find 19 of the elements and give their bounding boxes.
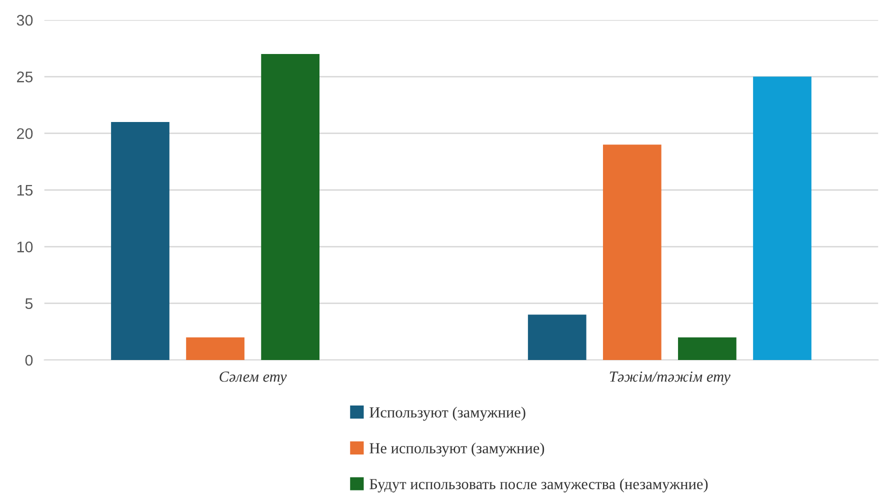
bar bbox=[111, 122, 170, 360]
bar bbox=[261, 54, 320, 360]
y-tick-label: 30 bbox=[16, 14, 33, 26]
bar bbox=[753, 76, 812, 360]
x-tick-label: Тәжім/тәжім ету bbox=[610, 372, 730, 385]
y-tick-label: 15 bbox=[17, 185, 33, 196]
legend-label: Будут использовать после замужества (незамужние) bbox=[370, 478, 708, 492]
y-tick-label: 25 bbox=[17, 72, 33, 82]
bar bbox=[186, 337, 244, 360]
y-tick-label: 20 bbox=[17, 128, 33, 140]
y-tick-label: 5 bbox=[25, 298, 33, 310]
bar bbox=[602, 144, 662, 360]
y-tick-label: 10 bbox=[17, 242, 33, 252]
legend-label: Используют (замужние) bbox=[370, 406, 526, 421]
legend-label: Не используют (замужние) bbox=[370, 442, 544, 457]
x-tick-label: Сәлем ету bbox=[220, 372, 287, 385]
bar bbox=[528, 314, 586, 360]
y-tick-label: 0 bbox=[25, 354, 33, 366]
bar bbox=[678, 337, 736, 360]
